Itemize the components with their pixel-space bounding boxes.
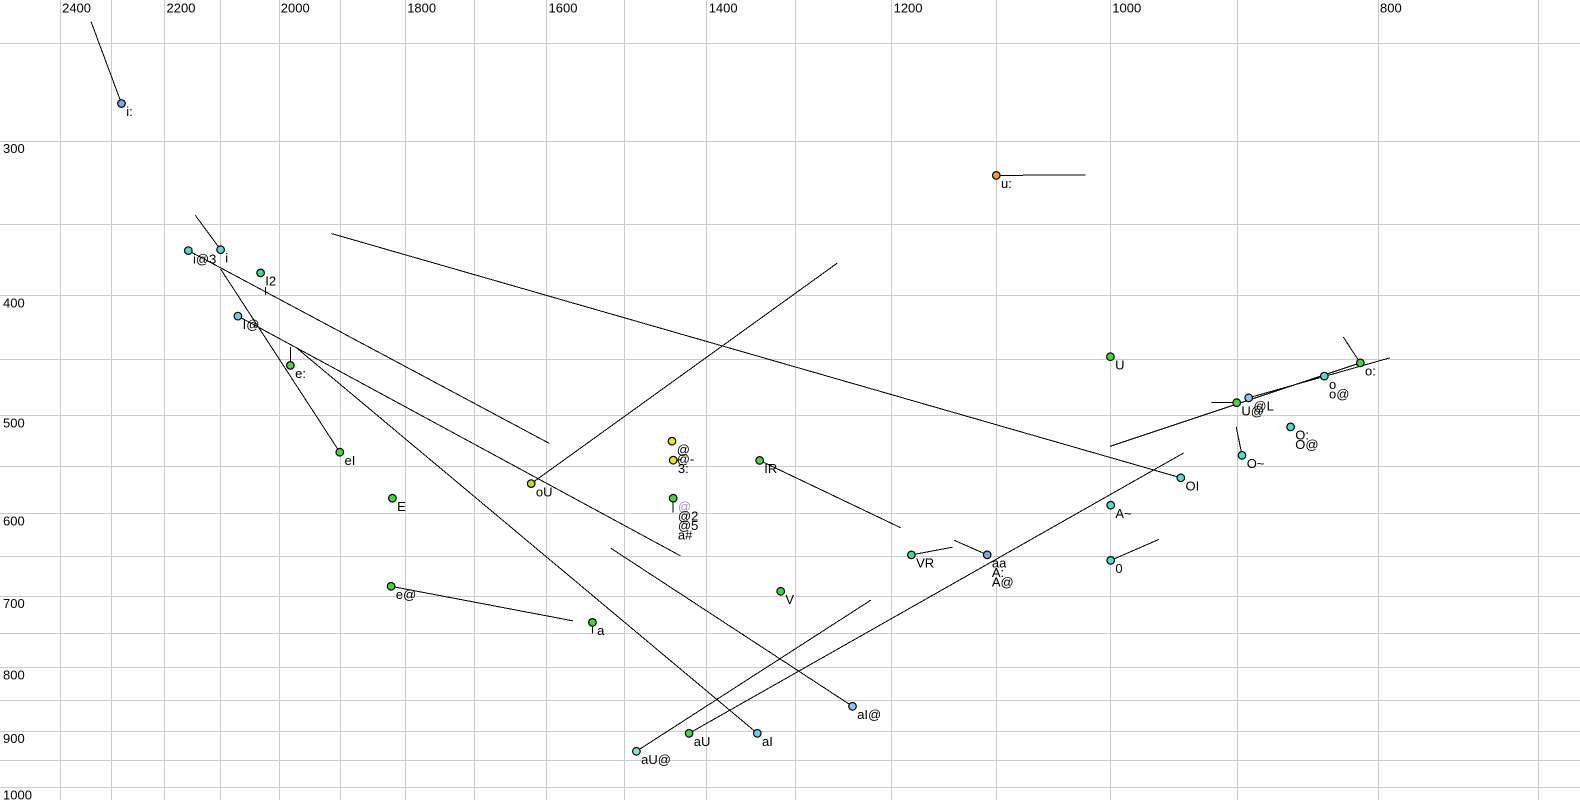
svg-text:aa: aa (992, 556, 1007, 571)
svg-text:i:: i: (126, 104, 133, 119)
svg-text:700: 700 (3, 596, 25, 611)
svg-text:U: U (1115, 357, 1124, 372)
svg-text:OI: OI (1186, 479, 1200, 494)
svg-text:300: 300 (3, 141, 25, 156)
svg-text:e@: e@ (396, 587, 416, 602)
svg-text:800: 800 (1380, 1, 1402, 16)
svg-text:O@: O@ (1295, 437, 1318, 452)
svg-text:VR: VR (916, 556, 934, 571)
svg-text:1600: 1600 (549, 1, 578, 16)
svg-text:O:: O: (1295, 428, 1309, 443)
svg-text:@: @ (677, 442, 690, 457)
svg-text:I2: I2 (265, 274, 276, 289)
svg-text:@5: @5 (678, 518, 698, 533)
svg-text:800: 800 (3, 668, 25, 683)
svg-text:I@: I@ (243, 317, 260, 332)
svg-text:@-: @- (677, 451, 695, 466)
svg-text:@: @ (678, 499, 691, 514)
svg-text:2000: 2000 (281, 1, 310, 16)
svg-text:2200: 2200 (167, 1, 196, 16)
svg-text:i@3: i@3 (193, 251, 216, 266)
svg-text:400: 400 (3, 296, 25, 311)
svg-text:aI@: aI@ (857, 707, 881, 722)
svg-text:1000: 1000 (1112, 1, 1141, 16)
svg-text:aI: aI (762, 734, 773, 749)
svg-text:i: i (225, 250, 228, 265)
svg-text:a#: a# (678, 527, 693, 542)
svg-text:1800: 1800 (407, 1, 436, 16)
svg-text:eI: eI (345, 453, 356, 468)
svg-text:3:: 3: (678, 461, 689, 476)
svg-text:E: E (397, 499, 406, 514)
svg-text:aU@: aU@ (641, 752, 671, 767)
svg-text:0: 0 (1115, 561, 1122, 576)
svg-text:a: a (597, 623, 605, 638)
svg-text:U@: U@ (1241, 403, 1264, 418)
svg-text:o: o (1329, 377, 1336, 392)
svg-text:V: V (785, 592, 794, 607)
svg-text:aU: aU (694, 734, 711, 749)
svg-text:o:: o: (1365, 364, 1376, 379)
svg-text:1000: 1000 (3, 788, 32, 801)
svg-text:e:: e: (295, 366, 306, 381)
svg-text:o@: o@ (1329, 386, 1349, 401)
svg-text:oU: oU (536, 484, 553, 499)
svg-text:900: 900 (3, 731, 25, 746)
svg-text:1200: 1200 (894, 1, 923, 16)
svg-text:u:: u: (1001, 176, 1012, 191)
svg-text:A:: A: (992, 565, 1004, 580)
svg-text:@L: @L (1253, 399, 1273, 414)
svg-text:IR: IR (764, 461, 777, 476)
svg-text:O~: O~ (1247, 456, 1265, 471)
svg-text:2400: 2400 (62, 1, 91, 16)
svg-text:500: 500 (3, 415, 25, 430)
svg-text:A@: A@ (992, 575, 1014, 590)
svg-text:1400: 1400 (709, 1, 738, 16)
svg-text:@2: @2 (678, 508, 698, 523)
svg-text:600: 600 (3, 513, 25, 528)
svg-text:A~: A~ (1115, 506, 1132, 521)
